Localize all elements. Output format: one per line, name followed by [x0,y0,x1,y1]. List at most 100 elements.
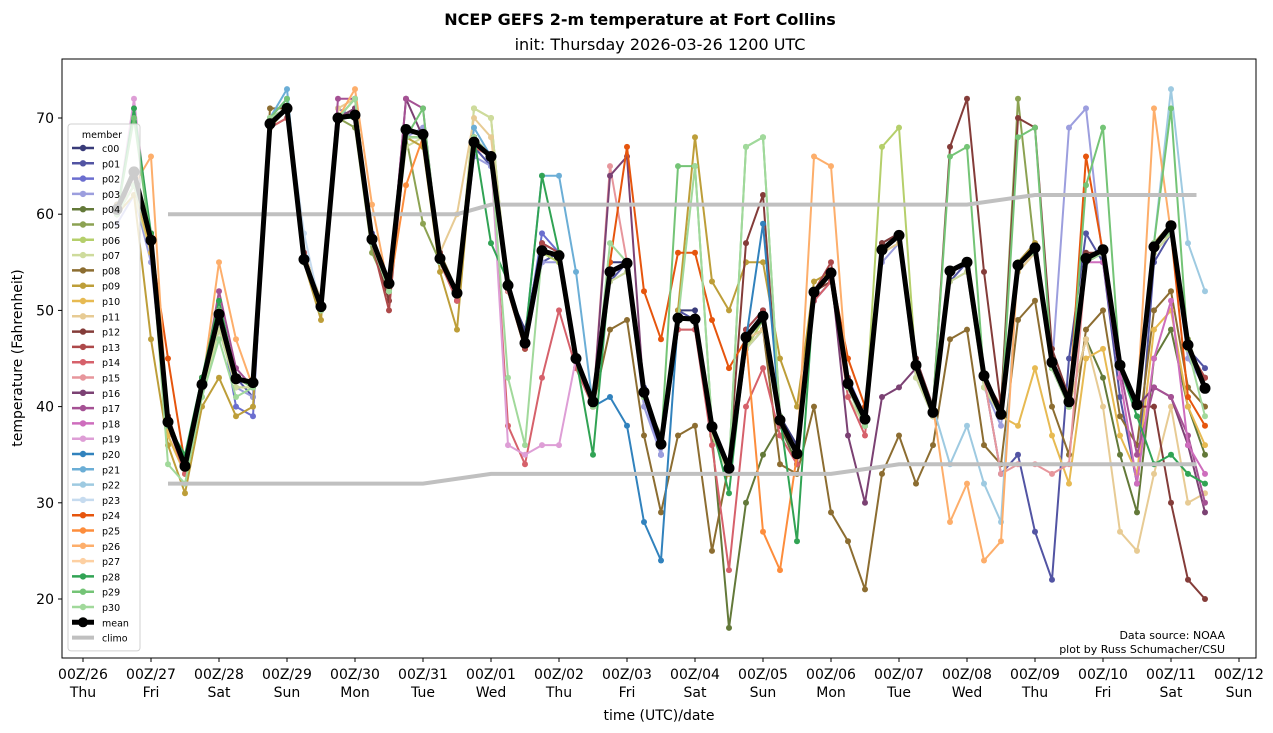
point-p10 [1049,432,1055,439]
legend-label: p16 [102,389,120,400]
legend-marker [79,236,87,243]
x-tick-label: 00Z/30 [330,667,380,683]
x-tick-day-label: Wed [476,685,507,701]
point-p06 [896,124,902,131]
mean-point [230,373,242,385]
point-p09 [454,326,460,333]
point-p08 [641,432,647,439]
point-p08 [692,422,698,429]
point-p22 [964,422,970,429]
point-p08 [1117,413,1123,420]
legend-label: p01 [102,159,120,170]
legend-marker [79,343,87,351]
x-tick-label: 00Z/31 [398,667,448,683]
point-p14 [743,403,749,410]
x-tick-label: 00Z/04 [670,667,720,683]
point-p28 [216,297,222,304]
mean-point [417,128,429,140]
mean-point [502,279,514,291]
point-p04 [1134,509,1140,516]
mean-point [400,124,412,135]
point-p28 [1202,480,1208,487]
legend-item-climo: climo [72,634,128,645]
point-p22 [1185,240,1191,247]
point-p03 [1066,124,1072,131]
point-p24 [709,317,715,323]
legend-label: p13 [102,343,120,354]
point-p08 [947,336,953,343]
mean-point [1199,382,1211,394]
mean-point [434,253,446,264]
mean-point [485,151,497,162]
mean-point [893,229,905,241]
point-p17 [1151,384,1157,391]
point-p01 [1083,230,1089,237]
legend-marker [79,481,87,488]
point-p29 [675,163,681,170]
legend-label: p02 [102,175,120,186]
mean-point [1114,359,1126,371]
point-p11 [1168,403,1174,410]
legend-item-p17: p17 [72,404,120,415]
point-p08 [1015,317,1021,323]
point-p16 [607,172,613,179]
point-p04 [1117,451,1123,458]
point-p19 [539,442,545,449]
legend-item-c00: c00 [72,144,119,155]
legend-item-p27: p27 [72,557,120,568]
y-axis: 20 30 40 50 60 70 [36,111,62,608]
point-p18 [1117,374,1123,381]
point-p08 [1100,307,1106,314]
y-axis-label: temperature (Fahrenheit) [10,269,26,446]
point-p14 [556,307,562,314]
legend-label: p27 [102,557,120,568]
mean-point [995,408,1007,420]
legend-marker [79,435,87,442]
series-line-p26 [116,88,1206,562]
point-p12 [964,95,970,102]
point-p19 [505,442,511,449]
x-tick-day-label: Mon [816,685,846,701]
point-p20 [760,220,766,227]
x-tick-day-label: Thu [1021,685,1048,701]
legend-item-mean: mean [72,617,129,629]
mean-point [213,308,225,320]
point-p18 [1185,442,1191,449]
point-p09 [216,374,222,381]
point-p11 [1151,470,1157,477]
legend-label: p20 [102,450,120,461]
legend: member c00 p01 p02 p03 p04 p05 p06 p07 p08 p09 p10 p… [67,123,141,652]
x-tick-day-label: Mon [340,685,370,701]
mean-point [638,386,650,398]
legend-label: p26 [102,542,120,553]
point-p11 [1100,403,1106,410]
mean-point [179,460,191,472]
point-p08 [658,509,664,516]
point-p01 [1202,365,1208,372]
x-tick-label: 00Z/11 [1146,667,1196,683]
legend-item-p21: p21 [72,465,120,476]
point-p08 [1083,326,1089,333]
legend-label: p24 [102,511,120,522]
point-p14 [709,442,715,449]
legend-marker [79,420,87,427]
legend-item-p28: p28 [72,572,120,583]
point-p08 [879,470,885,477]
x-tick-label: 00Z/28 [194,667,244,683]
point-p25 [777,567,783,574]
point-p08 [811,403,817,410]
point-p08 [675,432,681,439]
legend-label: p29 [102,588,120,599]
mean-point [791,448,803,460]
legend-marker [78,617,88,628]
x-tick-day-label: Thu [545,685,572,701]
point-p24 [1185,394,1191,400]
point-p28 [1168,451,1174,458]
point-p09 [760,259,766,266]
point-p14 [522,461,528,468]
series-p19 [114,95,1208,468]
point-p20 [658,557,664,564]
point-p25 [760,528,766,535]
point-p04 [726,624,732,631]
